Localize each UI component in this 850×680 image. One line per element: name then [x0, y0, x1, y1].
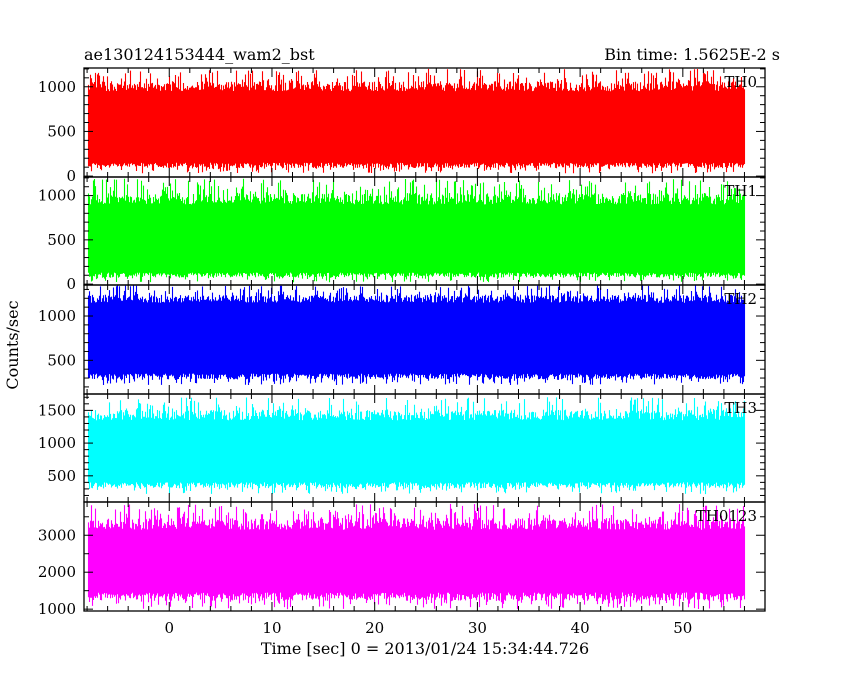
x-tick-label: 20: [365, 619, 384, 637]
panel-label-th1: TH1: [724, 182, 757, 200]
y-tick-label: 3000: [38, 526, 76, 544]
x-tick-label: 10: [262, 619, 281, 637]
panel-label-th0: TH0: [724, 73, 757, 91]
y-axis-label: Counts/sec: [3, 300, 22, 389]
panel-label-th0123: TH0123: [696, 507, 757, 525]
y-tick-label: 1000: [38, 307, 76, 325]
y-tick-label: 1000: [38, 600, 76, 618]
y-tick-label: 1500: [38, 401, 76, 419]
y-tick-label: 500: [47, 231, 76, 249]
x-tick-label: 50: [673, 619, 692, 637]
panel-th2: 500 1000 TH2: [38, 284, 766, 395]
y-tick-label: 500: [47, 467, 76, 485]
series-th1: [87, 178, 746, 283]
y-tick-label: 500: [47, 122, 76, 140]
panel-th0123: 1000 2000 3000 TH0123: [38, 501, 766, 618]
y-tick-label: 1000: [38, 434, 76, 452]
panel-th3: 500 1000 1500 TH3: [38, 393, 766, 503]
series-th2: [87, 285, 746, 385]
series-th3: [87, 397, 746, 495]
x-tick-label: 40: [571, 619, 590, 637]
chart-title-left: ae130124153444_wam2_bst: [84, 45, 315, 64]
panel-th0: 0 500 1000 TH0: [38, 67, 766, 185]
y-tick-label: 1000: [38, 78, 76, 96]
panel-th1: 0 500 1000 TH1: [38, 176, 766, 293]
panel-label-th2: TH2: [724, 290, 757, 308]
x-tick-label: 30: [468, 619, 487, 637]
y-tick-label: 2000: [38, 563, 76, 581]
y-tick-label: 1000: [38, 187, 76, 205]
chart-title-right: Bin time: 1.5625E-2 s: [604, 45, 780, 64]
y-tick-label: 0: [66, 167, 76, 185]
x-axis-label: Time [sec] 0 = 2013/01/24 15:34:44.726: [261, 639, 589, 658]
panel-label-th3: TH3: [724, 399, 757, 417]
series-th0123: [87, 503, 746, 610]
panel-frame: [83, 501, 766, 612]
series-th0: [87, 68, 746, 174]
x-tick-label: 0: [164, 619, 174, 637]
y-tick-label: 0: [66, 275, 76, 293]
y-tick-label: 500: [47, 351, 76, 369]
